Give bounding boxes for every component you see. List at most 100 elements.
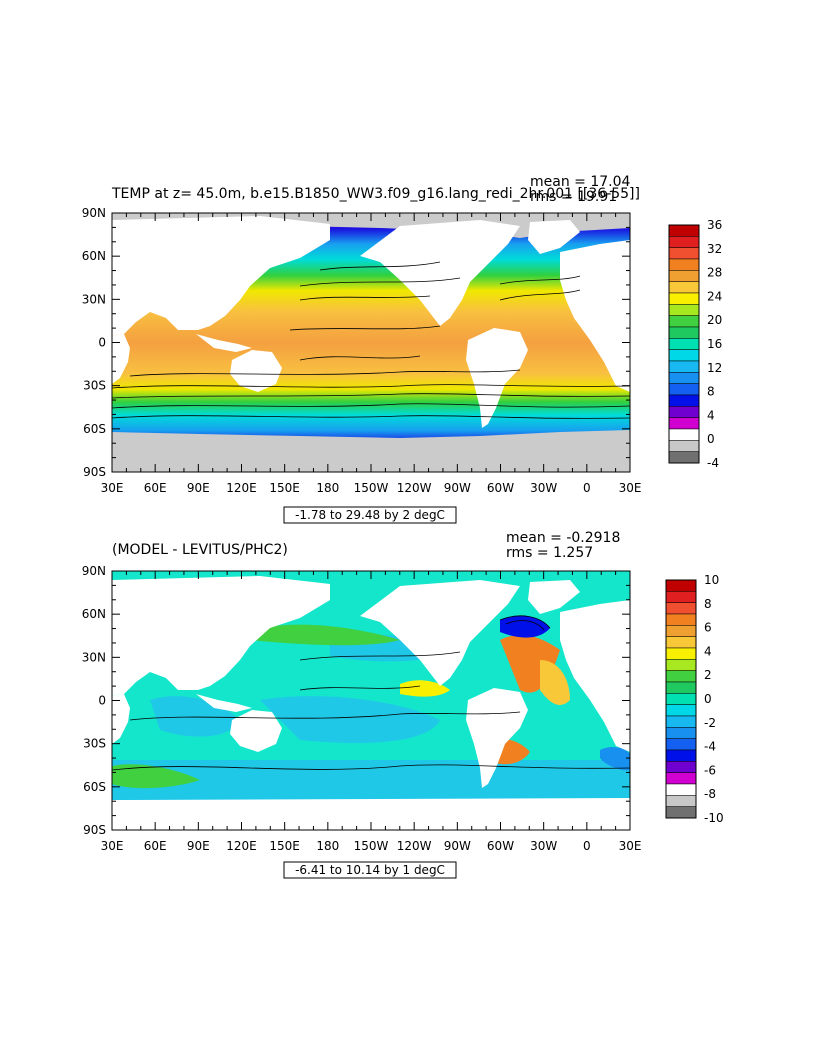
- x-tick-label: 150W: [354, 481, 389, 495]
- colorbar-swatch: [665, 625, 697, 637]
- x-tick-label: 180: [316, 839, 339, 853]
- colorbar-swatch: [665, 806, 697, 819]
- colorbar-swatch: [668, 236, 700, 248]
- colorbar-swatch: [665, 670, 697, 683]
- colorbar-label: 24: [707, 289, 722, 303]
- colorbar-swatch: [665, 795, 697, 807]
- x-tick-label: 0: [583, 481, 591, 495]
- y-tick-label: 60S: [83, 780, 106, 794]
- colorbar-swatch: [665, 613, 697, 626]
- x-tick-label: 120E: [226, 481, 257, 495]
- colorbar-swatch: [665, 579, 697, 592]
- colorbar-swatch: [668, 258, 700, 271]
- colorbar-label: 10: [704, 573, 719, 587]
- colorbar-label: -4: [707, 456, 719, 470]
- x-tick-label: 90E: [187, 839, 210, 853]
- x-tick-label: 30E: [101, 839, 124, 853]
- colorbar-swatch: [668, 292, 700, 305]
- colorbar-swatch: [668, 270, 700, 282]
- x-tick-label: 30W: [530, 481, 557, 495]
- colorbar-swatch: [665, 704, 697, 717]
- panel1-title: TEMP at z= 45.0m, b.e15.B1850_WW3.f09_g1…: [111, 186, 640, 202]
- colorbar-swatch: [665, 693, 697, 705]
- colorbar-swatch: [668, 451, 700, 464]
- colorbar-label: 2: [704, 668, 712, 682]
- x-tick-label: 150E: [269, 839, 300, 853]
- panel1-contours: [112, 261, 630, 419]
- colorbar-swatch: [668, 372, 700, 384]
- panel2-axes: 30E 60E 90E 120E 150E 180 150W 120W 90W 60W 30W 0 30…: [82, 564, 642, 853]
- x-tick-label: 30E: [619, 481, 642, 495]
- panel-anomaly: mean = -0.2918 rms = 1.257 (MODEL - LEVI…: [82, 530, 724, 879]
- x-tick-label: 30W: [530, 839, 557, 853]
- x-tick-label: 30E: [619, 839, 642, 853]
- colorbar-swatch: [668, 417, 700, 430]
- y-tick-label: 60N: [82, 249, 106, 263]
- colorbar-swatch: [668, 394, 700, 407]
- y-tick-label: 60N: [82, 607, 106, 621]
- y-tick-label: 30S: [83, 737, 106, 751]
- x-tick-label: 60E: [144, 481, 167, 495]
- panel1-axes: 30E 60E 90E 120E 150E 180 150W 120W 90W 60W 30W 0 30…: [82, 206, 642, 495]
- panel2-land: [112, 576, 630, 788]
- colorbar-swatch: [668, 224, 700, 237]
- panel-temperature: mean = 17.04 rms = 19.91 TEMP at z= 45.0…: [82, 174, 722, 524]
- x-tick-label: 150W: [354, 839, 389, 853]
- x-tick-label: 0: [583, 839, 591, 853]
- y-tick-label: 90S: [83, 823, 106, 837]
- colorbar-label: 6: [704, 621, 712, 635]
- panel2-map: [112, 571, 630, 830]
- colorbar-label: 4: [704, 644, 712, 658]
- y-tick-label: 60S: [83, 422, 106, 436]
- panel1-range-label: -1.78 to 29.48 by 2 degC: [295, 508, 445, 522]
- panel1-land: [112, 216, 630, 428]
- x-tick-label: 60E: [144, 839, 167, 853]
- x-tick-label: 90W: [444, 839, 471, 853]
- colorbar-label: 8: [707, 385, 715, 399]
- colorbar-swatch: [668, 440, 700, 452]
- colorbar-swatch: [665, 761, 697, 773]
- colorbar-label: -2: [704, 716, 716, 730]
- colorbar-label: 12: [707, 361, 722, 375]
- colorbar-label: -8: [704, 787, 716, 801]
- panel2-title: (MODEL - LEVITUS/PHC2): [112, 542, 288, 558]
- colorbar-swatch: [668, 326, 700, 339]
- colorbar-label: 16: [707, 337, 722, 351]
- colorbar-swatch: [668, 406, 700, 418]
- colorbar-label: 8: [704, 597, 712, 611]
- colorbar-swatch: [668, 383, 700, 396]
- colorbar-label: -10: [704, 811, 724, 825]
- colorbar-swatch: [665, 783, 697, 796]
- x-tick-label: 30E: [101, 481, 124, 495]
- panel2-range-label: -6.41 to 10.14 by 1 degC: [295, 863, 445, 877]
- colorbar-swatch: [668, 281, 700, 294]
- colorbar-label: 0: [707, 432, 715, 446]
- panel1-map: [112, 213, 630, 472]
- x-tick-label: 90W: [444, 481, 471, 495]
- y-tick-label: 90S: [83, 465, 106, 479]
- colorbar-swatch: [665, 602, 697, 615]
- panel1-colorbar: 36 32 28 24 20 16 12 8 4 0 -4: [668, 218, 722, 470]
- colorbar-swatch: [665, 749, 697, 762]
- y-tick-label: 90N: [82, 206, 106, 220]
- y-tick-label: 30S: [83, 379, 106, 393]
- panel1-mean: mean = 17.04: [530, 174, 631, 190]
- colorbar-frame: [665, 579, 697, 819]
- colorbar-label: 0: [704, 692, 712, 706]
- colorbar-swatch: [668, 304, 700, 316]
- colorbar-swatch: [665, 772, 697, 785]
- panel1-antarctic-ice: [112, 430, 630, 472]
- colorbar-swatch: [665, 647, 697, 660]
- colorbar-label: 32: [707, 242, 722, 256]
- y-tick-label: 30N: [82, 292, 106, 306]
- colorbar-swatch: [665, 715, 697, 728]
- colorbar-swatch: [665, 738, 697, 751]
- colorbar-swatch: [668, 360, 700, 373]
- x-tick-label: 120W: [397, 839, 432, 853]
- panel2-contours: [112, 615, 630, 771]
- colorbar-swatch: [668, 349, 700, 362]
- colorbar-label: 20: [707, 313, 722, 327]
- colorbar-swatch: [665, 659, 697, 671]
- colorbar-label: -4: [704, 740, 716, 754]
